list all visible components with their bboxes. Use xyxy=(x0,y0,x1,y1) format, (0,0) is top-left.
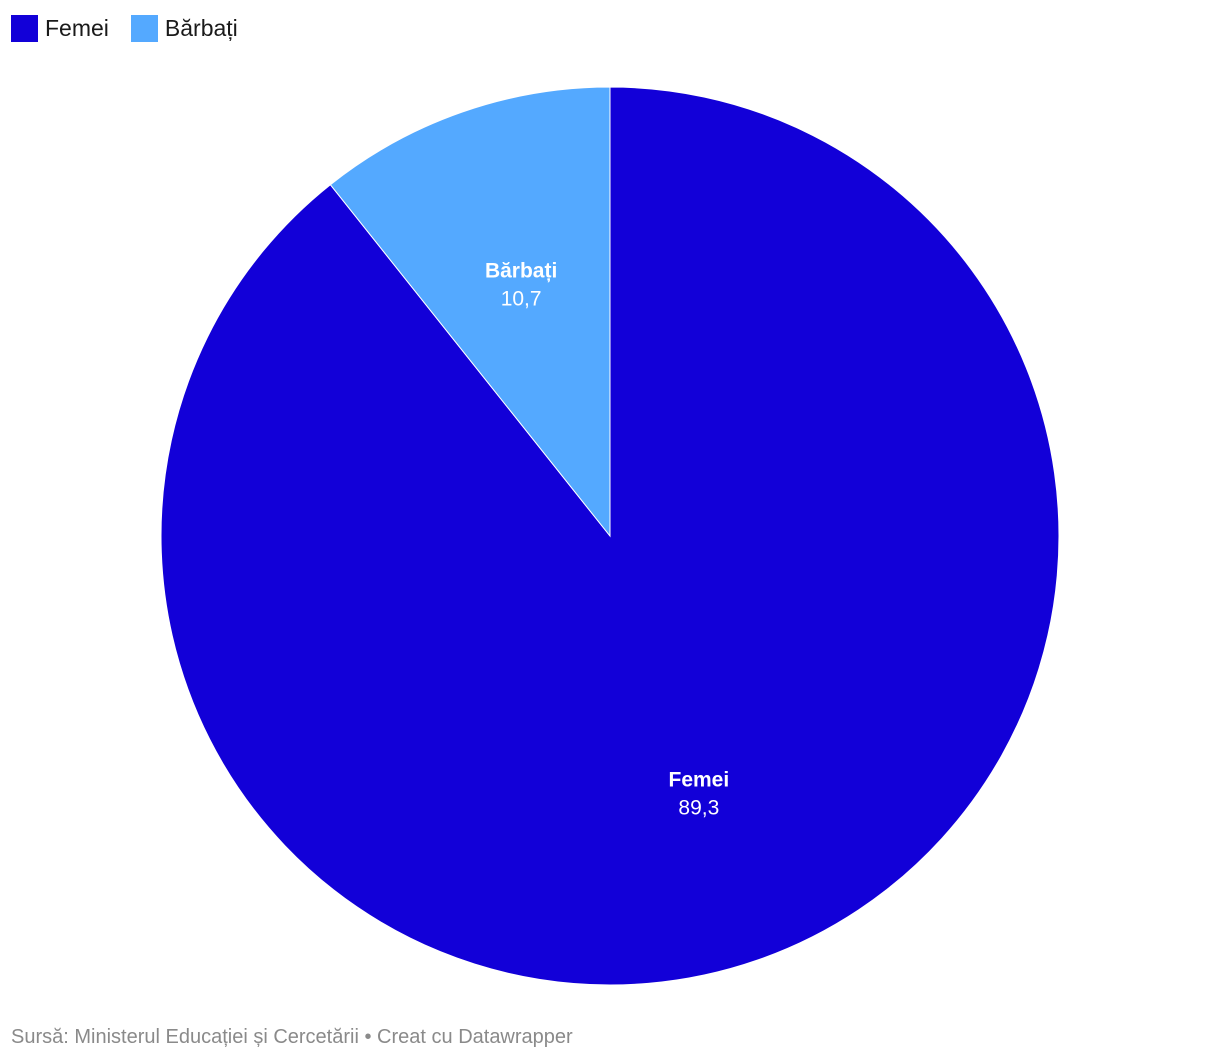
source-note: Sursă: Ministerul Educației și Cercetări… xyxy=(11,1026,359,1048)
footer-separator: • xyxy=(364,1026,372,1048)
legend-swatch-femei xyxy=(11,14,38,42)
chart-legend: Femei Bărbați xyxy=(11,13,260,43)
slice-label-barbati: Bărbați xyxy=(485,260,557,283)
slice-label-femei: Femei xyxy=(669,768,730,791)
slice-value-barbati: 10,7 xyxy=(501,288,542,311)
legend-item-femei: Femei xyxy=(11,14,109,42)
pie-slices xyxy=(160,86,1060,986)
chart-footer: Sursă: Ministerul Educației și Cercetări… xyxy=(11,1026,573,1049)
legend-swatch-barbati xyxy=(130,14,158,42)
legend-label-barbati: Bărbați xyxy=(164,14,238,41)
datawrapper-credit: Creat cu Datawrapper xyxy=(377,1026,573,1048)
pie-labels: Femei 89,3 Bărbați 10,7 xyxy=(485,260,729,820)
slice-value-femei: 89,3 xyxy=(678,796,719,819)
legend-label-femei: Femei xyxy=(45,14,109,41)
pie-slice-barbati xyxy=(329,86,611,538)
legend-item-barbati: Bărbați xyxy=(130,14,238,42)
